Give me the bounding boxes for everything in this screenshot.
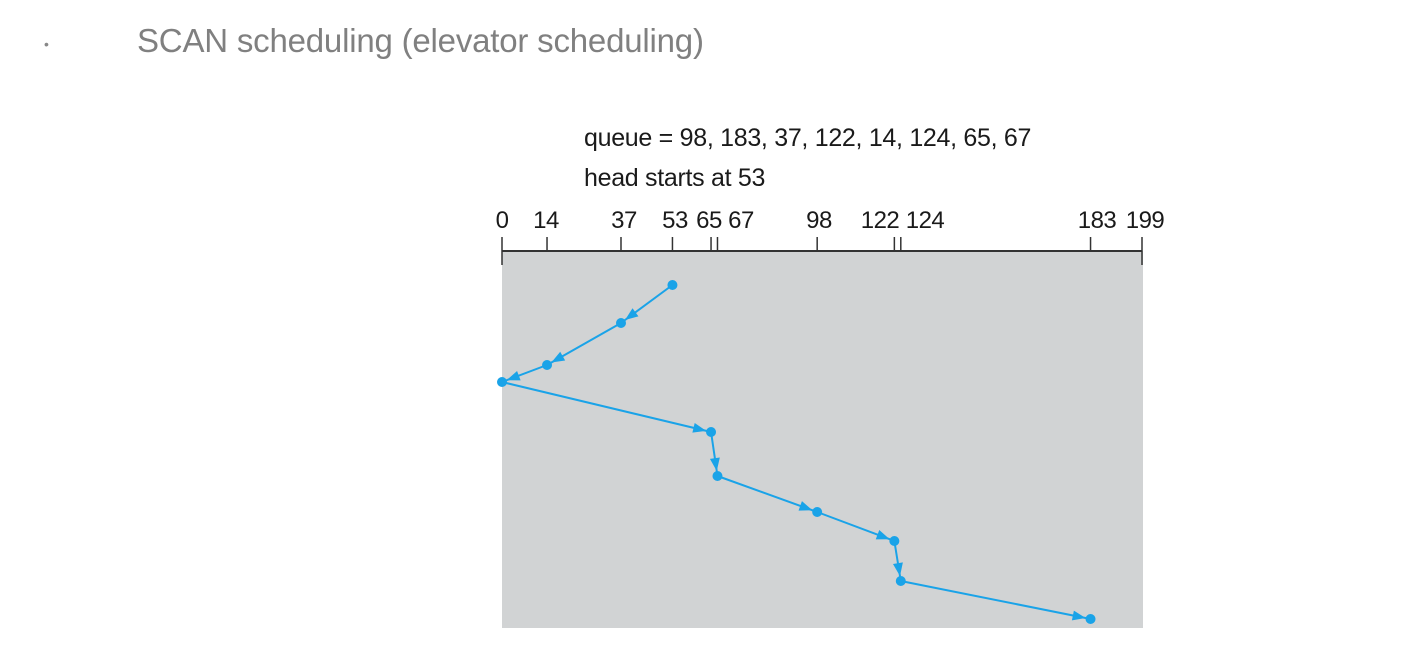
request-point xyxy=(615,318,626,328)
request-point xyxy=(812,507,823,517)
path-segment xyxy=(501,381,712,433)
tick-label: 199 xyxy=(1126,207,1165,234)
slide-title: SCAN scheduling (elevator scheduling) xyxy=(137,22,704,59)
tick-label: 37 xyxy=(611,207,637,234)
arrow-head xyxy=(1071,610,1086,621)
request-point xyxy=(1085,614,1096,624)
request-point xyxy=(889,536,900,546)
tick-label: 67 xyxy=(728,207,754,234)
arrow-head xyxy=(892,562,903,577)
arrow-head xyxy=(875,529,890,540)
request-point xyxy=(667,280,678,290)
head-movement-path xyxy=(497,280,1096,624)
tick-label: 53 xyxy=(662,207,688,234)
cylinder-axis xyxy=(501,237,1143,265)
queue-label: queue = 98, 183, 37, 122, 14, 124, 65, 6… xyxy=(584,124,1032,152)
bullet-marker: • xyxy=(44,36,49,52)
path-segment xyxy=(900,580,1091,620)
arrow-head xyxy=(798,501,813,511)
tick-label: 14 xyxy=(533,207,559,234)
head-start-label: head starts at 53 xyxy=(584,164,766,192)
diagram-background xyxy=(502,251,1143,628)
arrow-head xyxy=(551,351,566,363)
arrow-head xyxy=(709,457,720,472)
request-point xyxy=(497,377,507,387)
tick-label: 124 xyxy=(906,207,945,234)
request-point xyxy=(895,576,906,586)
request-point xyxy=(706,427,717,437)
arrow-head xyxy=(625,308,639,321)
arrow-head xyxy=(506,370,521,381)
tick-label: 0 xyxy=(496,207,509,234)
tick-label: 122 xyxy=(861,207,900,234)
tick-labels: 0 14 37 53 65 67 98 122 124 183 199 xyxy=(496,207,1165,234)
tick-label: 98 xyxy=(806,207,832,234)
request-point xyxy=(712,471,723,481)
tick-label: 65 xyxy=(696,207,722,234)
arrow-head xyxy=(692,422,707,433)
request-point xyxy=(542,360,553,370)
tick-label: 183 xyxy=(1078,207,1117,234)
